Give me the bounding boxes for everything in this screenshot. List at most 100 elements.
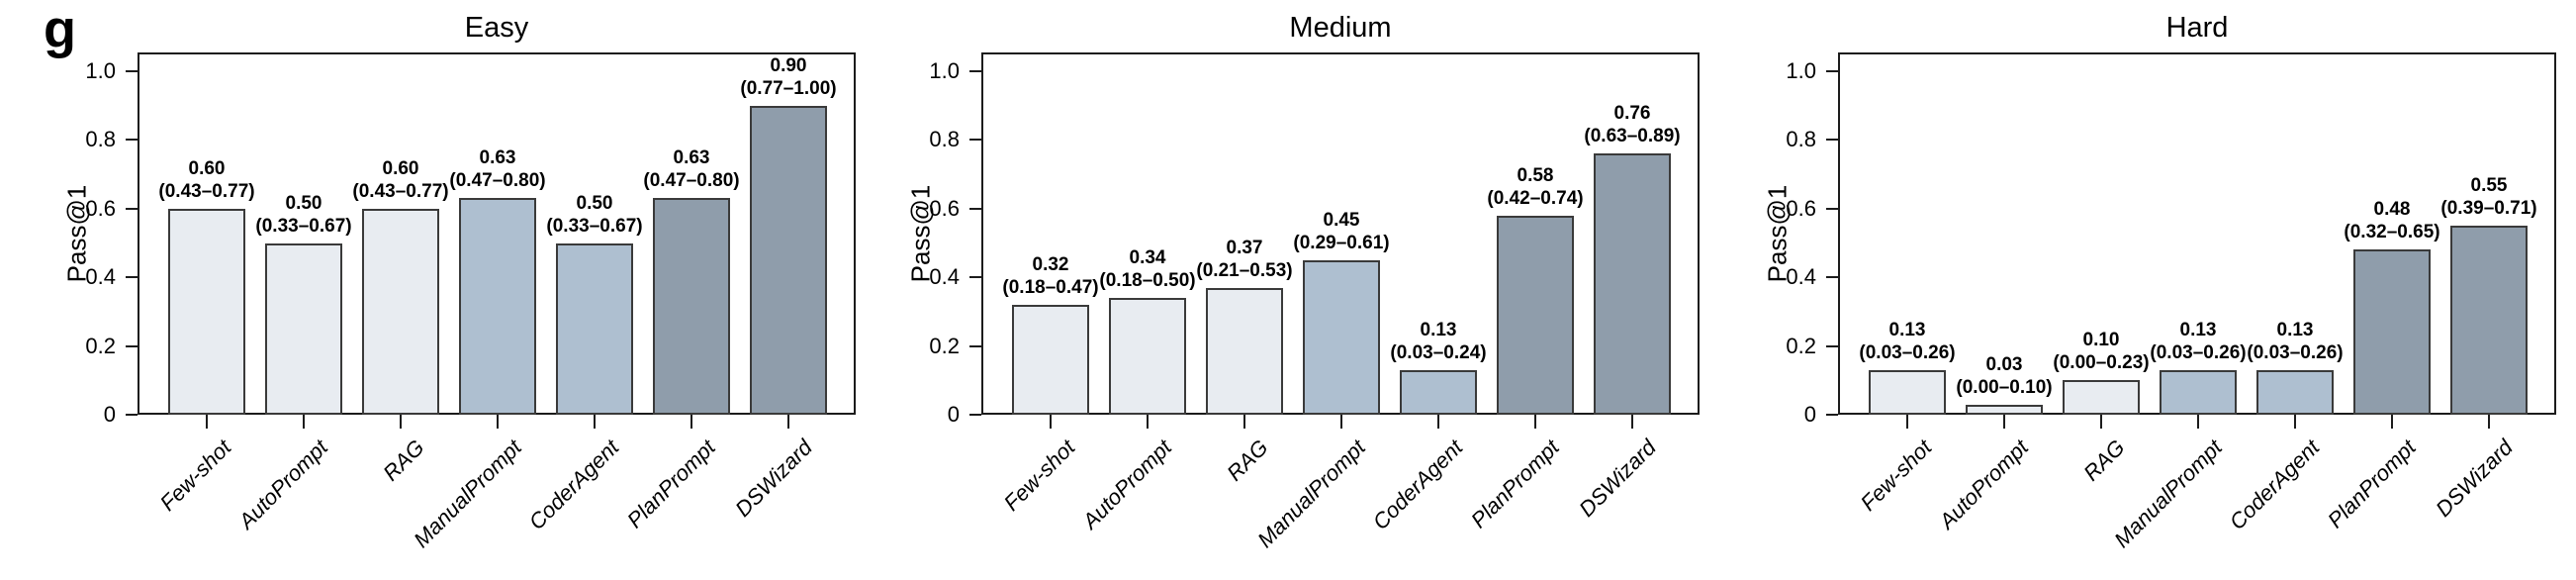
x-tick-mark <box>1243 415 1245 429</box>
bar-confidence-interval: (0.03–0.24) <box>1390 341 1487 363</box>
bar-value: 0.55 <box>2470 175 2508 197</box>
x-tick-label-planprompt: PlanPrompt <box>1466 435 1564 533</box>
bar-value-label: 0.13 (0.03–0.26) <box>2040 319 2356 364</box>
y-tick-label: 0.8 <box>85 127 116 152</box>
bar-value: 0.60 <box>188 157 226 179</box>
bar-confidence-interval: (0.03–0.26) <box>2150 341 2247 363</box>
bar-value: 0.48 <box>2373 199 2411 221</box>
panel-title-easy: Easy <box>464 12 529 44</box>
bar-value-label: 0.13 (0.03–0.26) <box>1749 319 2066 364</box>
x-tick-mark <box>690 415 692 429</box>
panel-title-hard: Hard <box>2165 12 2229 44</box>
bar-confidence-interval: (0.32–0.65) <box>2344 222 2440 243</box>
x-tick-label-autoprompt: AutoPrompt <box>1934 435 2033 534</box>
y-tick-label: 0.4 <box>1786 264 1816 290</box>
bar-confidence-interval: (0.33–0.67) <box>546 215 643 237</box>
bar-value-label: 0.48 (0.32–0.65) <box>2234 198 2550 243</box>
x-tick-mark <box>2197 415 2199 429</box>
y-tick-label: 1.0 <box>1786 58 1816 84</box>
y-tick-label: 1.0 <box>929 58 960 84</box>
y-tick-label: 0.4 <box>85 264 116 290</box>
y-tick-mark <box>969 139 981 142</box>
bar-coderagent <box>2256 369 2334 415</box>
bar-confidence-interval: (0.47–0.80) <box>449 170 546 192</box>
panel-letter: g <box>44 0 76 59</box>
bar-value-label: 0.55 (0.39–0.71) <box>2331 174 2576 220</box>
bar-confidence-interval: (0.03–0.26) <box>2247 341 2344 363</box>
bar-value: 0.13 <box>1888 319 1926 340</box>
y-tick-mark <box>1826 344 1838 347</box>
y-tick-label: 1.0 <box>85 58 116 84</box>
x-tick-label-rag: RAG <box>2078 435 2130 486</box>
x-tick-label-rag: RAG <box>378 435 429 486</box>
bar-value: 0.50 <box>285 192 322 214</box>
bar-confidence-interval: (0.29–0.61) <box>1293 232 1390 253</box>
bar-value-label: 0.32 (0.18–0.47) <box>892 253 1209 299</box>
x-tick-mark <box>497 415 499 429</box>
bar-value-label: 0.45 (0.29–0.61) <box>1183 209 1500 254</box>
bar-planprompt <box>1497 215 1574 415</box>
x-tick-mark <box>1631 415 1633 429</box>
bar-planprompt <box>2353 249 2431 415</box>
bar-confidence-interval: (0.18–0.50) <box>1099 270 1196 292</box>
bar-value-label: 0.58 (0.42–0.74) <box>1377 164 1694 210</box>
bar-value: 0.37 <box>1226 237 1263 258</box>
bar-value: 0.03 <box>1985 353 2023 375</box>
y-tick-label: 0 <box>947 402 960 427</box>
x-tick-label-coderagent: CoderAgent <box>2224 435 2324 535</box>
y-tick-mark <box>969 276 981 279</box>
y-tick-mark <box>126 139 138 142</box>
x-tick-mark <box>2294 415 2296 429</box>
bar-few-shot <box>168 208 245 415</box>
y-tick-mark <box>1826 139 1838 142</box>
bar-value-label: 0.03 (0.00–0.10) <box>1846 353 2162 399</box>
y-tick-mark <box>126 207 138 210</box>
bar-confidence-interval: (0.18–0.47) <box>1002 276 1099 298</box>
y-tick-label: 0.8 <box>1786 127 1816 152</box>
x-tick-mark <box>2003 415 2005 429</box>
y-tick-mark <box>126 414 138 416</box>
x-tick-mark <box>1147 415 1149 429</box>
bar-few-shot <box>1869 369 1946 415</box>
x-tick-label-autoprompt: AutoPrompt <box>233 435 332 534</box>
bar-value: 0.50 <box>576 192 613 214</box>
bar-manualprompt <box>459 198 536 415</box>
bar-value: 0.60 <box>382 157 419 179</box>
bar-value-label: 0.10 (0.00–0.23) <box>1943 329 2259 374</box>
y-tick-label: 0.6 <box>1786 195 1816 221</box>
x-tick-mark <box>787 415 789 429</box>
x-tick-mark <box>594 415 596 429</box>
x-tick-label-dswizard: DSWizard <box>730 435 817 522</box>
x-tick-mark <box>400 415 402 429</box>
bar-coderagent <box>1400 369 1477 415</box>
bar-few-shot <box>1012 304 1089 415</box>
x-tick-mark <box>206 415 208 429</box>
bar-value: 0.76 <box>1613 103 1651 125</box>
bar-confidence-interval: (0.03–0.26) <box>1859 341 1956 363</box>
y-tick-mark <box>126 70 138 73</box>
bar-manualprompt <box>1303 259 1380 415</box>
y-tick-mark <box>969 344 981 347</box>
bar-manualprompt <box>2160 369 2237 415</box>
bar-confidence-interval: (0.63–0.89) <box>1584 126 1681 147</box>
bar-value: 0.10 <box>2082 330 2120 351</box>
bar-confidence-interval: (0.77–1.00) <box>740 77 837 99</box>
bar-value: 0.34 <box>1129 247 1166 269</box>
bar-value: 0.58 <box>1517 164 1554 186</box>
x-tick-label-dswizard: DSWizard <box>2431 435 2518 522</box>
bar-value-label: 0.63 (0.47–0.80) <box>533 146 850 192</box>
x-tick-label-rag: RAG <box>1222 435 1273 486</box>
panel-easy: Easy Pass@1 1.0 0.8 0.6 0.4 0.2 0 0.60 (0.43–0.77… <box>62 0 856 580</box>
bar-value: 0.13 <box>1420 319 1457 340</box>
bar-confidence-interval: (0.42–0.74) <box>1487 187 1584 209</box>
bar-planprompt <box>653 198 730 415</box>
x-tick-mark <box>1437 415 1439 429</box>
bar-value-label: 0.37 (0.21–0.53) <box>1086 237 1403 282</box>
bar-value: 0.45 <box>1323 209 1360 231</box>
x-tick-label-dswizard: DSWizard <box>1574 435 1661 522</box>
bar-value-label: 0.76 (0.63–0.89) <box>1474 102 1791 147</box>
y-tick-mark <box>1826 207 1838 210</box>
bar-confidence-interval: (0.43–0.77) <box>352 180 449 202</box>
x-tick-label-few-shot: Few-shot <box>998 435 1079 516</box>
